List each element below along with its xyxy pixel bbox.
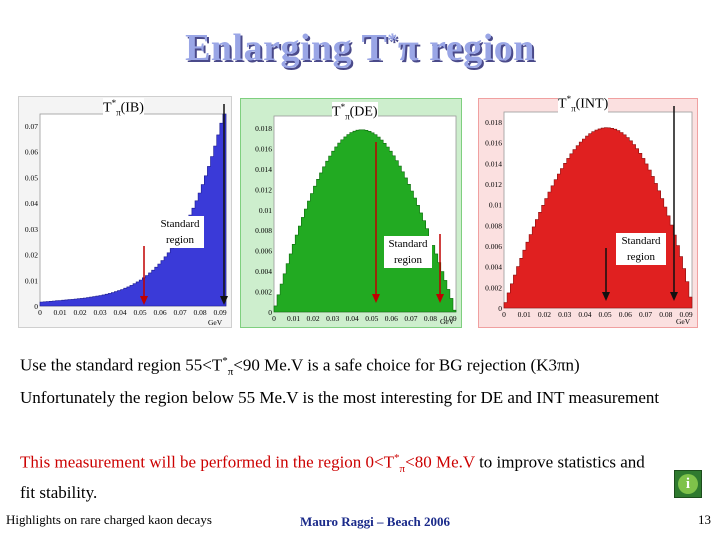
y-tick-labels: 0 0.002 0.004 0.006 0.008 0.01 0.012 0.014 0.016… [485, 118, 502, 313]
y-tick-label: 0 [498, 304, 502, 313]
y-tick-label: 0.004 [255, 267, 272, 276]
plot-int: 0 0.002 0.004 0.006 0.008 0.01 0.012 0.014 0.016… [478, 98, 698, 328]
x-tick-label: 0 [38, 308, 42, 317]
y-tick-label: 0.018 [255, 124, 272, 133]
x-tick-label: 0.02 [538, 310, 551, 319]
page-number: 13 [698, 512, 711, 527]
x-tick-label: 0.01 [53, 308, 66, 317]
y-tick-label: 0.012 [255, 185, 272, 194]
y-tick-label: 0.016 [255, 144, 272, 153]
x-axis-unit: GeV [676, 317, 691, 326]
y-tick-label: 0.01 [259, 206, 272, 215]
y-tick-label: 0 [34, 302, 38, 311]
x-tick-label: 0.03 [558, 310, 571, 319]
y-tick-label: 0.012 [485, 180, 502, 189]
plot-ib: 00.010.020.030.040.050.060.07 0 0.01 0.02 0… [18, 96, 232, 328]
y-tick-label: 0.018 [485, 118, 502, 127]
bullet-measurement: This measurement will be performed in th… [20, 452, 645, 503]
y-tick-label: 0.014 [255, 165, 272, 174]
footer-talk-title: Highlights on rare charged kaon decays [6, 512, 212, 527]
x-axis-unit: GeV [208, 318, 223, 327]
x-tick-label: 0.05 [133, 308, 146, 317]
plot-ib-label: T*π(IB) [103, 98, 144, 118]
y-tick-label: 0.008 [255, 226, 272, 235]
x-tick-labels: 0 0.01 0.02 0.03 0.04 0.05 0.06 0.07 0.08 0.09 [38, 308, 227, 317]
plot-de-label: T*π(DE) [332, 102, 378, 122]
y-tick-label: 0.006 [485, 242, 502, 251]
footer-author: Mauro Raggi – Beach 2006 [300, 514, 450, 529]
info-button[interactable]: i [674, 470, 702, 498]
y-tick-label: 0.006 [255, 247, 272, 256]
x-tick-label: 0 [502, 310, 506, 319]
y-tick-label: 0.02 [25, 251, 38, 260]
x-tick-label: 0.07 [173, 308, 186, 317]
x-tick-label: 0.02 [73, 308, 86, 317]
histogram-fill [39, 113, 227, 307]
bullet-region-below: Unfortunately the region below 55 Me.V i… [20, 388, 660, 407]
y-tick-labels: 0 0.01 0.02 0.03 0.04 0.05 0.06 0.07 [25, 122, 38, 311]
y-tick-label: 0.06 [25, 148, 38, 157]
y-tick-label: 0.014 [485, 159, 502, 168]
x-tick-label: 0.05 [365, 314, 378, 323]
plot-int-note: Standard region [616, 233, 666, 265]
y-tick-label: 0.002 [255, 288, 272, 297]
x-tick-labels: 0 0.01 0.02 0.03 0.04 0.05 0.06 0.07 0.08 0.09 [272, 314, 457, 323]
y-tick-label: 0.016 [485, 139, 502, 148]
x-tick-label: 0.09 [679, 310, 692, 319]
x-tick-label: 0.05 [599, 310, 612, 319]
plot-de: 0 0.002 0.004 0.006 0.008 0.01 0.012 0.014 0.016… [240, 98, 462, 328]
x-tick-label: 0 [272, 314, 276, 323]
y-tick-label: 0.05 [25, 173, 38, 182]
y-tick-label: 0.01 [489, 201, 502, 210]
x-tick-label: 0.01 [518, 310, 531, 319]
y-tick-label: 0.002 [485, 283, 502, 292]
slide-title: Enlarging T*π region [185, 27, 535, 69]
y-tick-label: 0.004 [485, 263, 502, 272]
x-tick-label: 0.07 [639, 310, 652, 319]
y-tick-label: 0.04 [25, 199, 38, 208]
plot-de-note: Standard region [384, 236, 432, 268]
x-tick-label: 0.09 [443, 314, 456, 323]
x-tick-label: 0.04 [113, 308, 126, 317]
bullet-standard-region: Use the standard region 55<T*π<90 Me.V i… [20, 355, 580, 379]
y-tick-label: 0.008 [485, 221, 502, 230]
x-tick-label: 0.04 [578, 310, 591, 319]
x-tick-label: 0.08 [424, 314, 437, 323]
x-tick-label: 0.06 [385, 314, 398, 323]
x-tick-label: 0.08 [659, 310, 672, 319]
x-tick-label: 0.07 [404, 314, 417, 323]
x-tick-label: 0.09 [213, 308, 226, 317]
x-tick-label: 0.02 [307, 314, 320, 323]
plot-ib-note: Standard region [156, 216, 204, 248]
x-tick-label: 0.03 [93, 308, 106, 317]
info-icon: i [678, 474, 698, 494]
x-tick-labels: 0 0.01 0.02 0.03 0.04 0.05 0.06 0.07 0.08 0.09 [502, 310, 693, 319]
x-axis-unit: GeV [440, 317, 455, 326]
x-tick-label: 0.06 [153, 308, 166, 317]
x-tick-label: 0.08 [193, 308, 206, 317]
y-tick-label: 0.01 [25, 276, 38, 285]
y-tick-label: 0.03 [25, 225, 38, 234]
y-tick-labels: 0 0.002 0.004 0.006 0.008 0.01 0.012 0.014 0.016… [255, 124, 272, 317]
y-tick-label: 0 [268, 308, 272, 317]
x-tick-label: 0.04 [346, 314, 359, 323]
plot-int-label: T*π(INT) [558, 94, 609, 114]
y-tick-label: 0.07 [25, 122, 38, 131]
x-tick-label: 0.06 [619, 310, 632, 319]
x-tick-label: 0.03 [326, 314, 339, 323]
x-tick-label: 0.01 [287, 314, 300, 323]
